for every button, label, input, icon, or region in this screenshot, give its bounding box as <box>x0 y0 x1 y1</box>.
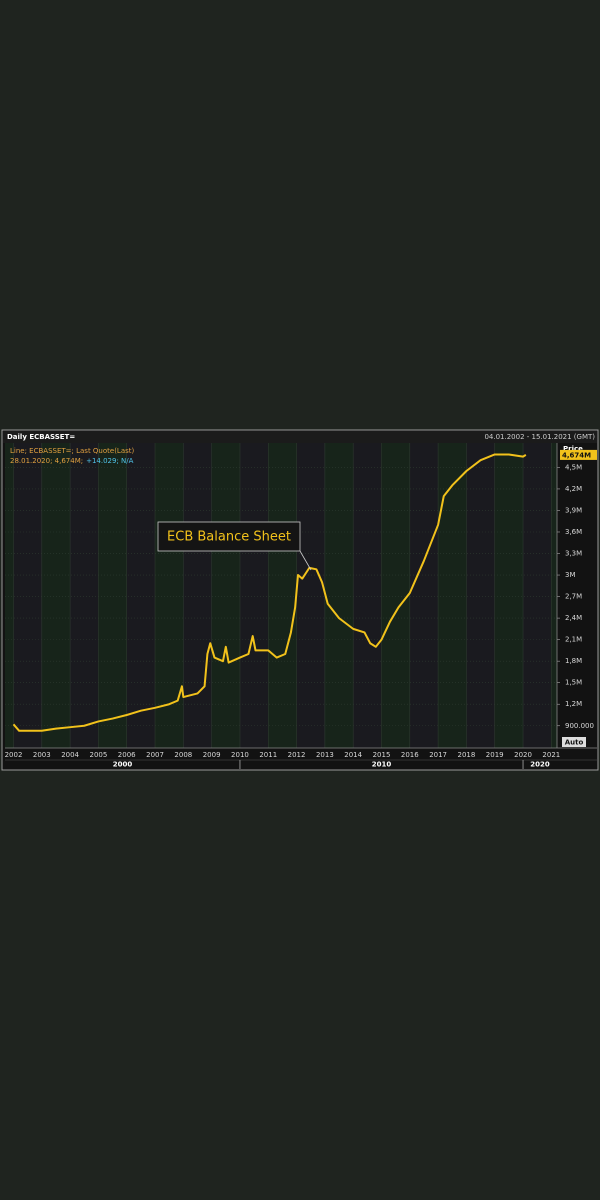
year-band <box>211 443 240 748</box>
y-tick-label: 1,2M <box>565 700 582 708</box>
year-band <box>13 443 42 748</box>
x-tick-label: 2002 <box>5 751 23 759</box>
x-tick-label: 2015 <box>373 751 391 759</box>
y-tick-label: 3,3M <box>565 550 582 558</box>
quote-change: +14.029; N/A <box>86 457 134 465</box>
x-tick-label: 2019 <box>486 751 504 759</box>
year-band <box>381 443 410 748</box>
x-tick-label: 2009 <box>203 751 221 759</box>
year-band <box>523 443 552 748</box>
year-band <box>268 443 297 748</box>
year-band <box>5 443 14 748</box>
x-tick-label: 2018 <box>458 751 476 759</box>
year-band <box>183 443 212 748</box>
x-tick-label: 2007 <box>146 751 164 759</box>
x-tick-label: 2021 <box>542 751 560 759</box>
year-band <box>41 443 71 748</box>
x-tick-label: 2003 <box>33 751 51 759</box>
x-tick-label: 2006 <box>118 751 136 759</box>
price-line <box>12 453 527 732</box>
header-title: Daily ECBASSET= <box>7 433 75 441</box>
x-group-label: 2000 <box>113 761 133 769</box>
price-tag <box>560 449 597 460</box>
year-band <box>353 443 382 748</box>
x-tick-label: 2014 <box>344 751 362 759</box>
annotation-leader <box>299 550 312 571</box>
plot-area <box>5 443 557 748</box>
annotation-box <box>157 521 301 552</box>
year-band <box>126 443 156 748</box>
year-band <box>551 443 557 748</box>
header-bar <box>3 431 597 443</box>
auto-button-label[interactable]: Auto <box>565 739 584 747</box>
x-tick-label: 2005 <box>90 751 108 759</box>
x-tick-label: 2016 <box>401 751 419 759</box>
year-band <box>324 443 354 748</box>
year-band <box>98 443 127 748</box>
y-tick-label: 900.000 <box>565 722 594 730</box>
year-band <box>466 443 495 748</box>
y-tick-label: 3,6M <box>565 528 582 536</box>
quote-date: 28.01.2020; 4,674M; <box>10 457 83 465</box>
y-tick-label: 4,5M <box>565 463 582 471</box>
y-tick-label: 3M <box>565 571 576 579</box>
x-group-label: 2010 <box>372 761 392 769</box>
year-band <box>409 443 439 748</box>
y-tick-label: 1,5M <box>565 679 582 687</box>
x-group-label: 2020 <box>530 761 550 769</box>
y-tick-label: 2,4M <box>565 614 582 622</box>
year-band <box>239 443 269 748</box>
x-tick-label: 2010 <box>231 751 249 759</box>
y-tick-label: 3,9M <box>565 506 582 514</box>
x-tick-label: 2013 <box>316 751 334 759</box>
axis-title: Price <box>563 445 583 453</box>
y-tick-label: 1,8M <box>565 657 582 665</box>
x-tick-label: 2012 <box>288 751 306 759</box>
y-tick-label: 4,2M <box>565 485 582 493</box>
x-tick-label: 2011 <box>259 751 277 759</box>
year-band <box>494 443 524 748</box>
x-tick-label: 2008 <box>174 751 192 759</box>
x-tick-label: 2020 <box>514 751 532 759</box>
year-band <box>70 443 99 748</box>
y-tick-label: 2,1M <box>565 636 582 644</box>
year-band <box>438 443 467 748</box>
date-range: 04.01.2002 - 15.01.2021 (GMT) <box>484 433 595 441</box>
year-band <box>296 443 325 748</box>
x-tick-label: 2004 <box>61 751 79 759</box>
legend-line: Line; ECBASSET=; Last Quote(Last) <box>10 447 135 455</box>
y-tick-label: 2,7M <box>565 593 582 601</box>
price-tag-label: 4,674M <box>562 451 591 459</box>
auto-button[interactable] <box>562 737 586 747</box>
x-tick-label: 2017 <box>429 751 447 759</box>
annotation: ECB Balance Sheet <box>167 530 291 545</box>
